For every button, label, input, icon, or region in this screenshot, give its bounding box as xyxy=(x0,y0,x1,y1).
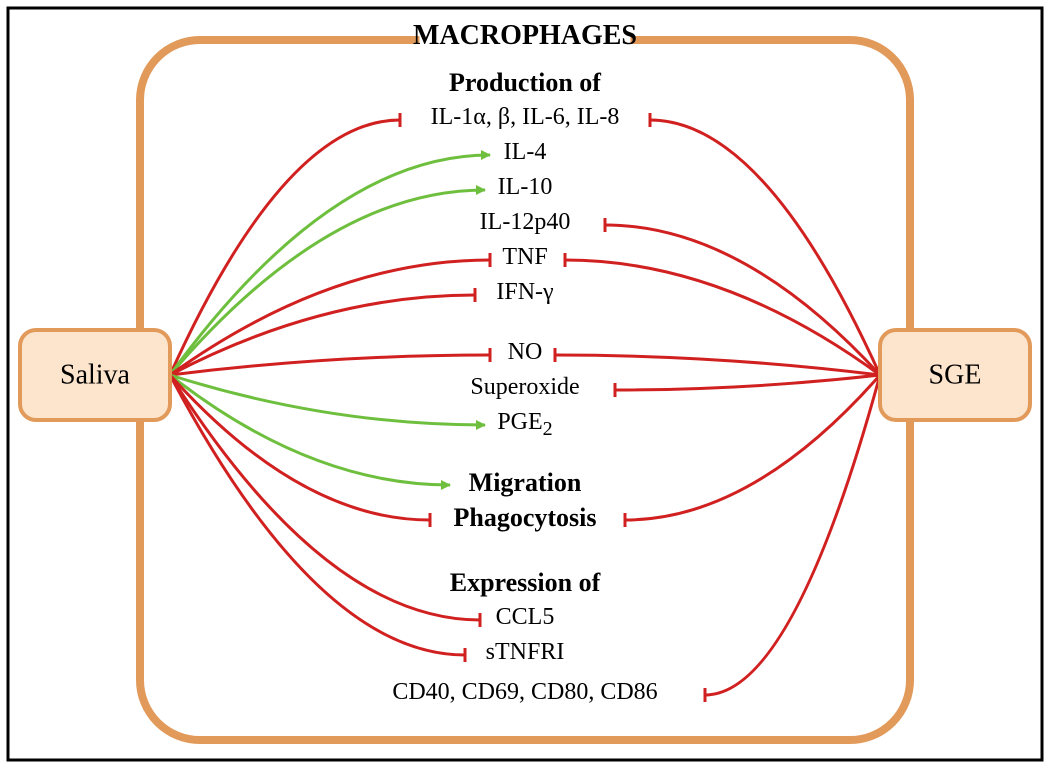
label-super: Superoxide xyxy=(0,374,1050,401)
label-ccl5: CCL5 xyxy=(0,604,1050,631)
label-il1: IL-1α, β, IL-6, IL-8 xyxy=(0,104,1050,131)
label-tnf: TNF xyxy=(0,244,1050,271)
diagram-stage: SalivaSGE MACROPHAGESProduction ofIL-1α,… xyxy=(0,0,1050,768)
label-il12: IL-12p40 xyxy=(0,209,1050,236)
label-pge2: PGE2 xyxy=(0,409,1050,441)
label-stnfri: sTNFRI xyxy=(0,639,1050,666)
section-header-0: Production of xyxy=(0,68,1050,98)
label-il4: IL-4 xyxy=(0,139,1050,166)
section-header-12: Expression of xyxy=(0,568,1050,598)
label-cd: CD40, CD69, CD80, CD86 xyxy=(0,679,1050,706)
label-pge2-base: PGE xyxy=(497,409,542,435)
label-pge2-sub: 2 xyxy=(543,418,553,440)
label-migration: Migration xyxy=(0,468,1050,498)
label-ifng: IFN-γ xyxy=(0,279,1050,306)
label-no: NO xyxy=(0,339,1050,366)
label-phago: Phagocytosis xyxy=(0,503,1050,533)
title: MACROPHAGES xyxy=(0,20,1050,52)
label-il10: IL-10 xyxy=(0,174,1050,201)
